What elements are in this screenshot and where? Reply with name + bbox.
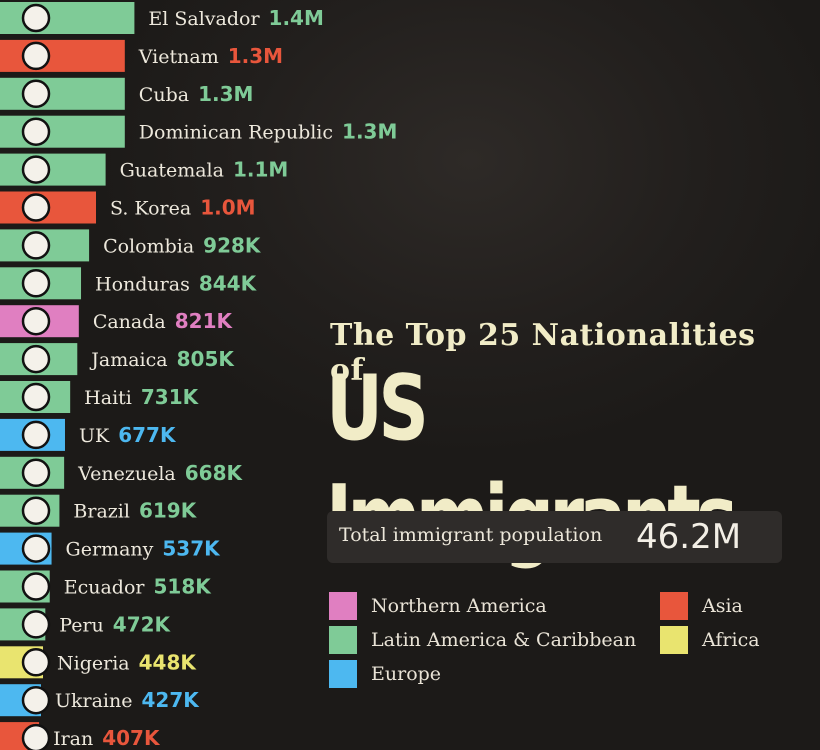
value-label-el-salvador: 1.4M [269, 6, 324, 30]
flag-iran-icon [21, 723, 51, 750]
value-label-iran: 407K [102, 726, 161, 750]
category-label-venezuela: Venezuela [77, 463, 176, 485]
legend-label: Africa [702, 629, 760, 651]
value-label-brazil: 619K [139, 499, 198, 523]
flag-peru-icon [21, 610, 51, 639]
category-label-honduras: Honduras [95, 273, 190, 295]
flag-brazil-icon [21, 496, 51, 525]
legend-item-europe: Europe [329, 660, 441, 688]
legend-swatch [329, 660, 357, 688]
value-label-vietnam: 1.3M [228, 44, 283, 68]
category-label-jamaica: Jamaica [89, 349, 167, 371]
value-label-s-korea: 1.0M [200, 196, 255, 220]
flag-dominican-republic-icon [21, 117, 51, 146]
value-label-uk: 677K [118, 423, 177, 447]
value-label-honduras: 844K [199, 271, 258, 295]
category-label-vietnam: Vietnam [138, 46, 219, 68]
category-label-haiti: Haiti [84, 387, 132, 409]
total-population-label: Total immigrant population [339, 524, 603, 546]
total-population-box: Total immigrant population 46.2M [327, 511, 782, 563]
value-label-haiti: 731K [141, 385, 200, 409]
bar-vietnam [0, 39, 125, 72]
flag-haiti-icon [21, 382, 51, 412]
legend-item-northern-america: Northern America [329, 592, 547, 620]
legend-label: Latin America & Caribbean [371, 629, 637, 651]
value-label-colombia: 928K [203, 233, 262, 257]
value-label-peru: 472K [113, 612, 172, 636]
value-label-jamaica: 805K [177, 347, 236, 371]
value-label-ukraine: 427K [141, 688, 200, 712]
value-label-guatemala: 1.1M [233, 158, 288, 182]
flag-uk-icon [21, 420, 51, 450]
flag-ukraine-icon [21, 685, 51, 715]
category-label-el-salvador: El Salvador [148, 8, 260, 30]
flag-el-salvador-icon [21, 3, 51, 33]
category-label-nigeria: Nigeria [57, 652, 130, 674]
legend-label: Europe [371, 663, 442, 685]
legend-swatch [329, 592, 357, 620]
flag-honduras-icon [21, 269, 51, 298]
category-label-colombia: Colombia [103, 235, 194, 257]
flag-s-korea-icon [21, 193, 51, 222]
legend-label: Northern America [371, 595, 547, 617]
category-label-canada: Canada [93, 311, 166, 333]
flag-ecuador-icon [21, 572, 51, 601]
flag-vietnam-icon [21, 41, 51, 71]
flag-guatemala-icon [21, 155, 51, 184]
chart-title-line: The Top 25 Nationalities of [330, 318, 756, 388]
category-label-ukraine: Ukraine [55, 690, 133, 712]
category-label-cuba: Cuba [139, 84, 189, 106]
value-label-cuba: 1.3M [198, 82, 253, 106]
category-label-iran: Iran [53, 728, 93, 750]
bar-el-salvador [0, 2, 135, 34]
flag-jamaica-icon [21, 344, 51, 374]
category-label-uk: UK [79, 425, 110, 447]
legend-label: Asia [702, 595, 743, 617]
value-label-canada: 821K [175, 309, 234, 333]
value-label-germany: 537K [162, 537, 221, 561]
bar-guatemala [0, 153, 106, 186]
bar-cuba [0, 77, 125, 110]
flag-germany-icon [21, 534, 51, 563]
legend-item-asia: Asia [660, 592, 743, 620]
flag-nigeria-icon [21, 648, 51, 677]
category-label-s-korea: S. Korea [110, 198, 191, 220]
category-label-peru: Peru [59, 614, 103, 636]
bar-dominican-republic [0, 115, 125, 148]
value-label-ecuador: 518K [153, 575, 212, 599]
category-label-ecuador: Ecuador [64, 577, 146, 599]
legend-swatch [329, 626, 357, 654]
category-label-brazil: Brazil [73, 501, 130, 523]
legend-item-latin-america: Latin America & Caribbean [329, 626, 636, 654]
total-population-value: 46.2M [636, 517, 742, 557]
value-label-venezuela: 668K [185, 461, 244, 485]
flag-canada-icon [21, 306, 51, 336]
value-label-dominican-republic: 1.3M [342, 120, 397, 144]
legend-swatch [660, 626, 688, 654]
category-label-guatemala: Guatemala [120, 160, 224, 182]
flag-cuba-icon [21, 79, 51, 109]
category-label-dominican-republic: Dominican Republic [139, 122, 333, 144]
value-label-nigeria: 448K [139, 650, 198, 674]
legend-item-africa: Africa [660, 626, 760, 654]
flag-venezuela-icon [21, 458, 51, 488]
flag-colombia-icon [21, 231, 51, 260]
category-label-germany: Germany [66, 539, 154, 561]
legend-swatch [660, 592, 688, 620]
